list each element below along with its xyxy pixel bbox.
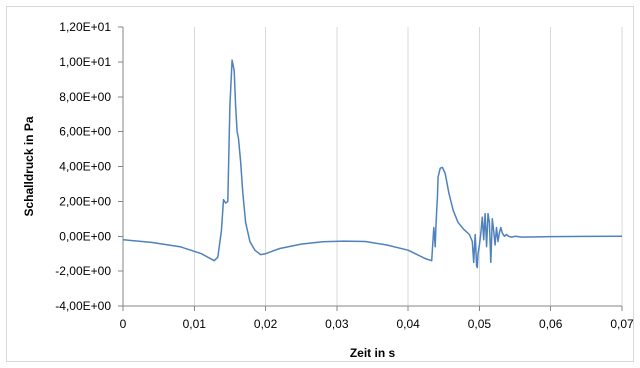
x-tick-label: 0: [120, 317, 127, 331]
x-tick-label: 0,01: [183, 317, 207, 331]
x-tick-label: 0,03: [325, 317, 349, 331]
x-tick-labels: 0 0,01 0,02 0,03 0,04 0,05 0,06 0,07: [120, 317, 634, 331]
series-layer: [122, 59, 623, 269]
y-tick-label: 1,00E+01: [59, 55, 111, 69]
y-tick-label: 6,00E+00: [59, 125, 111, 139]
x-tick-label: 0,05: [468, 317, 492, 331]
axes: [118, 26, 623, 311]
y-tick-label: 0,00E+00: [59, 229, 111, 243]
y-tick-label: -2,00E+00: [55, 264, 111, 278]
x-tick-label: 0,07: [610, 317, 634, 331]
y-axis-title: Schalldruck in Pa: [22, 116, 36, 216]
chart-frame: [6, 6, 634, 362]
series-line: [122, 59, 623, 269]
y-tick-label: 4,00E+00: [59, 160, 111, 174]
x-axis-title: Zeit in s: [350, 346, 396, 360]
x-tick-label: 0,02: [254, 317, 278, 331]
y-tick-label: 8,00E+00: [59, 90, 111, 104]
y-tick-label: 1,20E+01: [59, 20, 111, 34]
y-tick-label: -4,00E+00: [55, 299, 111, 313]
x-tick-label: 0,04: [396, 317, 420, 331]
y-tick-label: 2,00E+00: [59, 194, 111, 208]
x-tick-label: 0,06: [539, 317, 563, 331]
vertical-gridlines: [193, 27, 623, 306]
y-tick-labels: -4,00E+00 -2,00E+00 0,00E+00 2,00E+00 4,00E+…: [55, 20, 111, 313]
